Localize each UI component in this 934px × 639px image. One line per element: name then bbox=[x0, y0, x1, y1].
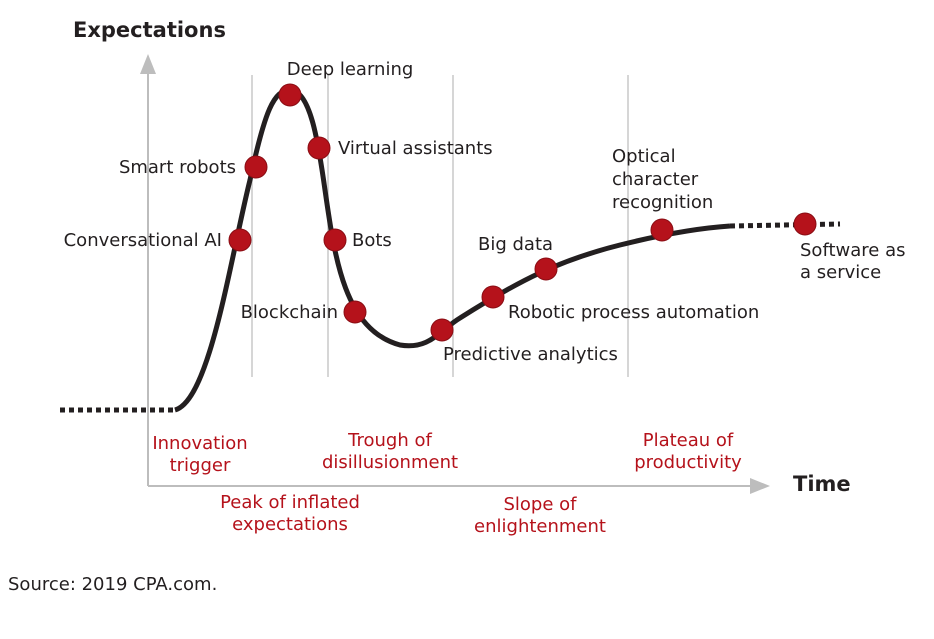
x-arrow bbox=[750, 478, 770, 494]
point-label: Deep learning bbox=[287, 59, 414, 80]
point-label: Smart robots bbox=[119, 157, 236, 178]
point bbox=[793, 212, 817, 236]
point bbox=[278, 83, 302, 107]
point-label: Big data bbox=[478, 234, 553, 255]
y-axis-label: Expectations bbox=[73, 18, 226, 42]
phase-label: enlightenment bbox=[474, 516, 606, 537]
point-label: Predictive analytics bbox=[443, 344, 618, 365]
phase-label: expectations bbox=[232, 514, 348, 535]
point-label: character bbox=[612, 169, 699, 190]
point bbox=[323, 228, 347, 252]
y-arrow bbox=[140, 54, 156, 74]
point-label: recognition bbox=[612, 192, 713, 213]
point bbox=[343, 300, 367, 324]
point bbox=[650, 218, 674, 242]
point-label: Robotic process automation bbox=[508, 302, 759, 323]
point-label: Bots bbox=[352, 230, 392, 251]
phase-label: Trough of bbox=[347, 430, 432, 451]
point-label: Blockchain bbox=[241, 302, 338, 323]
phase-label: trigger bbox=[170, 455, 231, 476]
point bbox=[430, 318, 454, 342]
phase-label: Slope of bbox=[503, 494, 577, 515]
source: Source: 2019 CPA.com. bbox=[8, 574, 217, 595]
point bbox=[481, 285, 505, 309]
point-label: Conversational AI bbox=[64, 230, 222, 251]
point bbox=[534, 257, 558, 281]
point-label: Virtual assistants bbox=[338, 138, 493, 159]
point bbox=[244, 155, 268, 179]
point-label: Software as bbox=[800, 240, 905, 261]
point bbox=[228, 228, 252, 252]
x-axis-label: Time bbox=[793, 472, 851, 496]
phase-label: disillusionment bbox=[322, 452, 458, 473]
point-label: Optical bbox=[612, 146, 676, 167]
phase-label: productivity bbox=[634, 452, 742, 473]
phase-label: Innovation bbox=[152, 433, 247, 454]
curve-end bbox=[729, 221, 841, 229]
point-label: a service bbox=[800, 262, 881, 283]
point bbox=[307, 136, 331, 160]
phase-label: Plateau of bbox=[643, 430, 734, 451]
phase-label: Peak of inflated bbox=[220, 492, 360, 513]
